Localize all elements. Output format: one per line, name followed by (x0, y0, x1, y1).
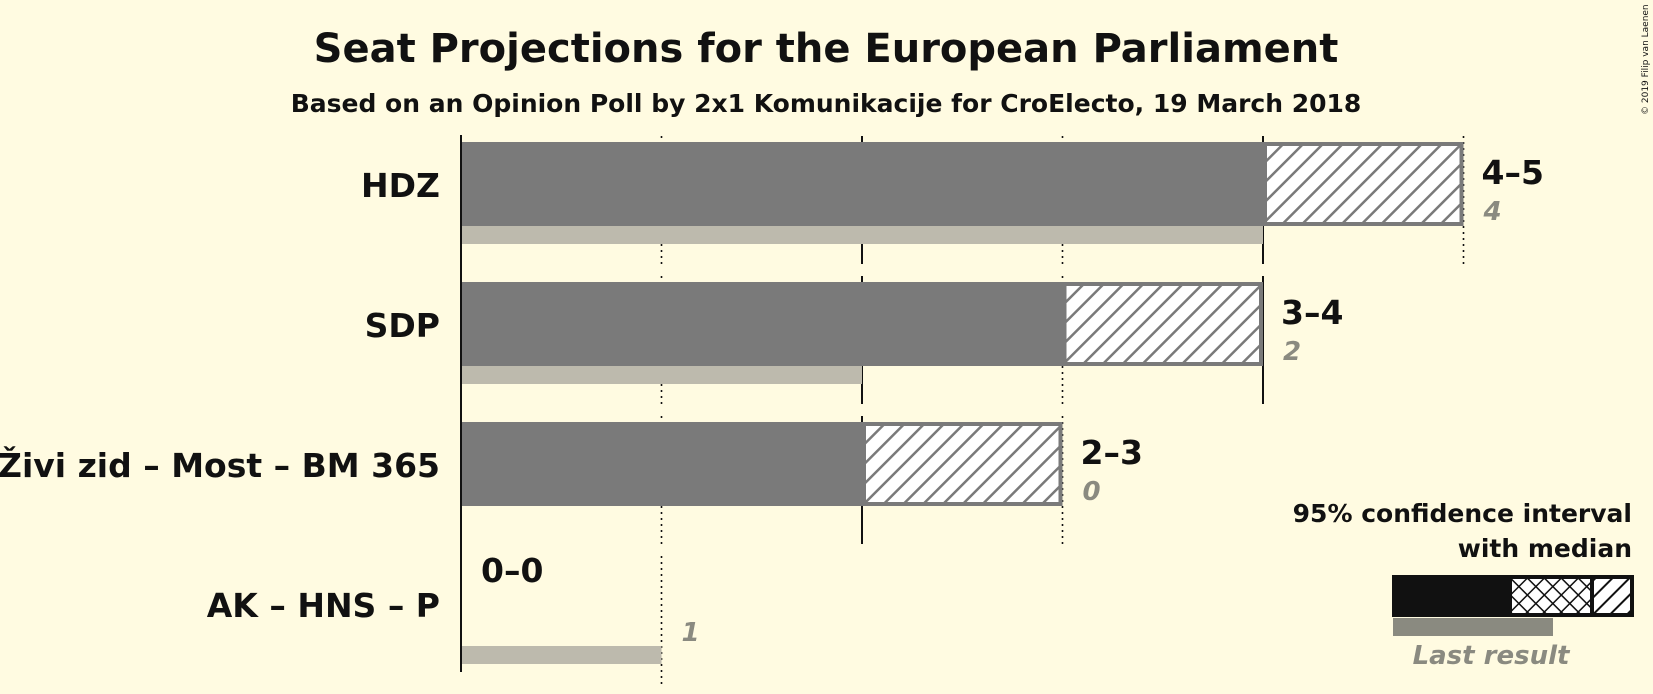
ci-hatched-bar (862, 422, 1063, 506)
last-result-label: 0 (1083, 477, 1101, 507)
ci-solid-bar (461, 282, 1063, 366)
ci-hatched-bar (1263, 142, 1464, 226)
party-label: AK – HNS – P (207, 586, 440, 625)
party-rows: HDZ 4–5 4 SDP 3–4 2 Živi zid – Most – BM 365 2–… (0, 142, 1544, 664)
range-label: 2–3 (1081, 433, 1143, 472)
ci-hatched-bar (1062, 282, 1263, 366)
legend-title-line1: 95% confidence interval (1293, 499, 1632, 528)
range-label: 4–5 (1482, 153, 1544, 192)
legend-title-line2: with median (1458, 534, 1632, 563)
legend: 95% confidence interval with median Last… (1293, 499, 1634, 671)
last-result-bar (461, 366, 862, 384)
last-result-label: 4 (1483, 197, 1502, 227)
ci-solid-bar (461, 422, 862, 506)
chart-subtitle: Based on an Opinion Poll by 2x1 Komunika… (291, 89, 1362, 118)
ci-solid-bar (461, 142, 1263, 226)
party-row: HDZ 4–5 4 (361, 142, 1544, 244)
party-row: Živi zid – Most – BM 365 2–3 0 (0, 422, 1143, 507)
legend-crosshatch-swatch (1508, 575, 1594, 617)
party-row: AK – HNS – P 0–0 1 (207, 551, 700, 664)
legend-last-result-label: Last result (1413, 641, 1571, 671)
range-label: 3–4 (1281, 293, 1343, 332)
legend-last-result-swatch (1393, 618, 1553, 636)
copyright-text: © 2019 Filip van Laenen (1641, 4, 1651, 115)
chart-title: Seat Projections for the European Parlia… (314, 26, 1339, 72)
legend-hatch-swatch (1590, 575, 1634, 617)
range-label: 0–0 (481, 551, 543, 590)
last-result-bar (461, 646, 662, 664)
party-label: Živi zid – Most – BM 365 (0, 445, 440, 485)
last-result-label: 2 (1283, 337, 1301, 367)
party-label: SDP (365, 306, 440, 345)
party-label: HDZ (361, 166, 440, 205)
last-result-label: 1 (682, 618, 700, 648)
party-row: SDP 3–4 2 (365, 282, 1343, 384)
last-result-bar (461, 226, 1263, 244)
